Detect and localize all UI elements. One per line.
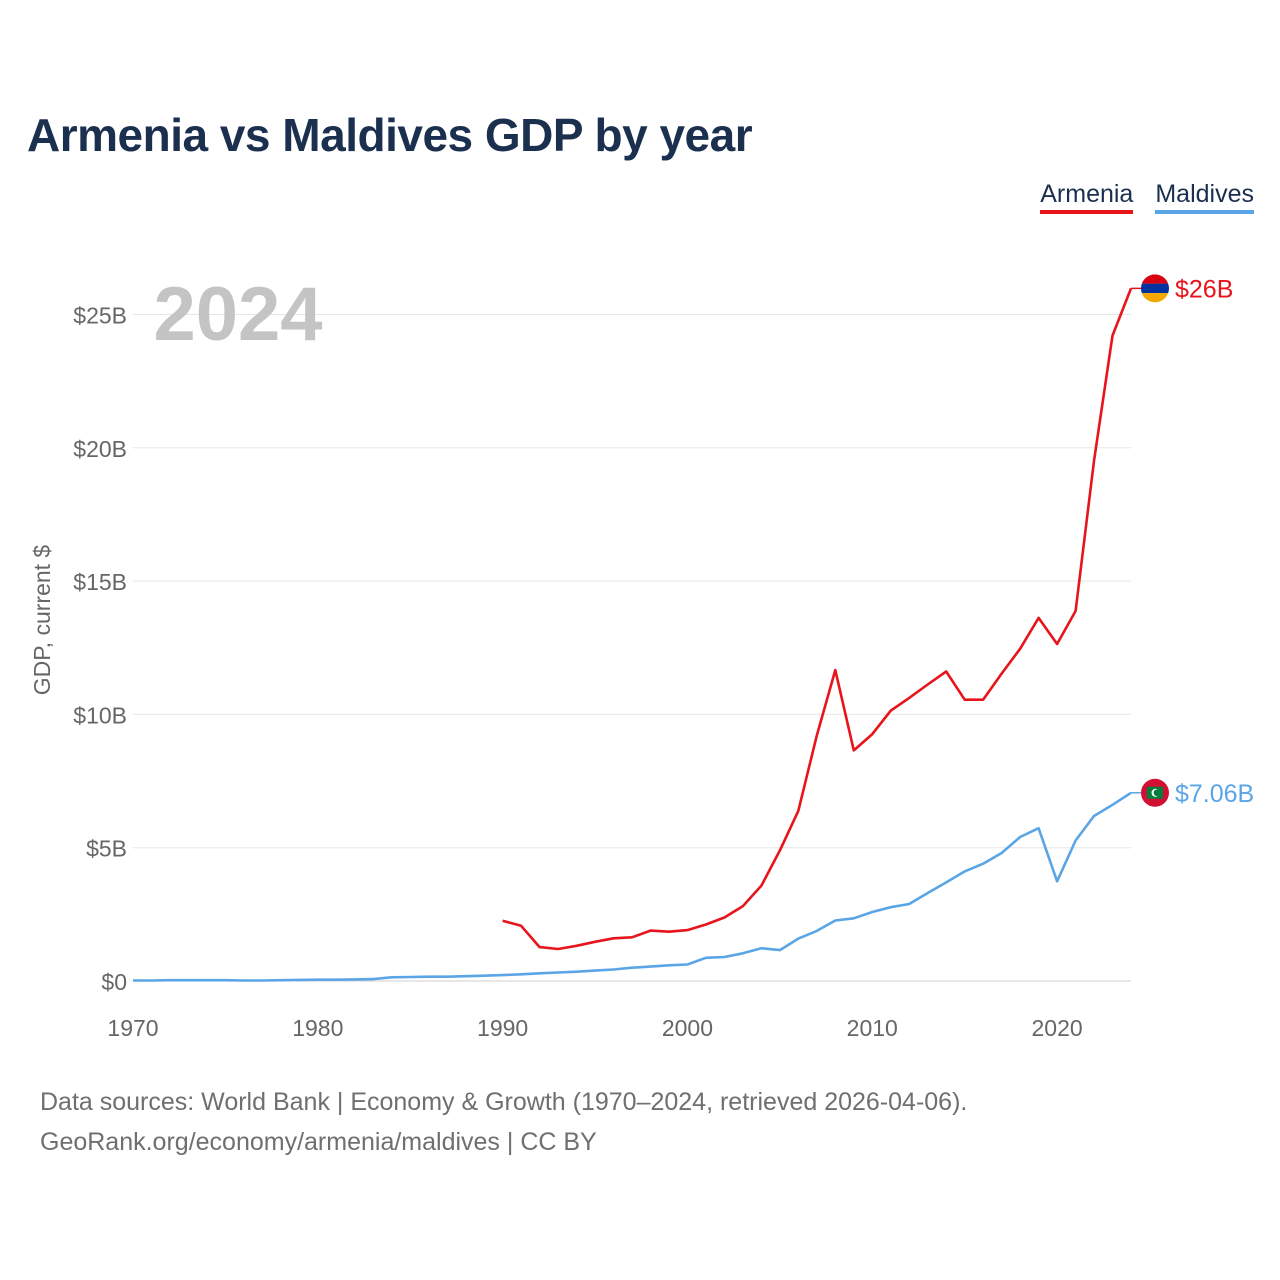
- end-labels: $26B $7.06B: [1131, 274, 1254, 808]
- end-label-armenia: $26B: [1175, 275, 1233, 303]
- y-axis-ticks: $0 $5B $10B $15B $20B $25B: [73, 303, 127, 996]
- armenia-flag-icon: [1141, 274, 1169, 303]
- x-tick-label: 2020: [1031, 1015, 1082, 1041]
- y-tick-label: $5B: [86, 836, 127, 862]
- legend-item-maldives[interactable]: Maldives: [1155, 180, 1254, 214]
- grid-lines: [133, 314, 1131, 982]
- end-label-maldives: $7.06B: [1175, 780, 1254, 808]
- footer-source: Data sources: World Bank | Economy & Gro…: [40, 1088, 968, 1116]
- x-tick-label: 2010: [847, 1015, 898, 1041]
- x-tick-label: 1970: [107, 1015, 158, 1041]
- y-axis-label: GDP, current $: [29, 545, 55, 696]
- series-line-armenia: [502, 287, 1133, 951]
- y-tick-label: $15B: [73, 569, 127, 595]
- y-tick-label: $25B: [73, 303, 127, 329]
- x-tick-label: 1990: [477, 1015, 528, 1041]
- footer: Data sources: World Bank | Economy & Gro…: [40, 1082, 967, 1162]
- y-tick-label: $0: [101, 969, 127, 995]
- y-tick-label: $20B: [73, 436, 127, 462]
- gdp-line-chart: 2024 $0 $5B $10B $15B $20B $25B 1970 1980 1990 2…: [29, 272, 1254, 1041]
- series-layer: [133, 287, 1133, 982]
- year-watermark: 2024: [153, 272, 322, 357]
- y-tick-label: $10B: [73, 702, 127, 728]
- x-tick-label: 2000: [662, 1015, 713, 1041]
- series-line-maldives: [133, 791, 1132, 982]
- maldives-flag-icon: [1141, 778, 1169, 807]
- chart-title: Armenia vs Maldives GDP by year: [27, 109, 753, 161]
- footer-attribution: GeoRank.org/economy/armenia/maldives | C…: [40, 1128, 597, 1156]
- legend: Armenia Maldives: [1040, 180, 1254, 214]
- x-axis-ticks: 1970 1980 1990 2000 2010 2020: [107, 1015, 1082, 1041]
- legend-item-armenia[interactable]: Armenia: [1040, 180, 1134, 214]
- x-tick-label: 1980: [292, 1015, 343, 1041]
